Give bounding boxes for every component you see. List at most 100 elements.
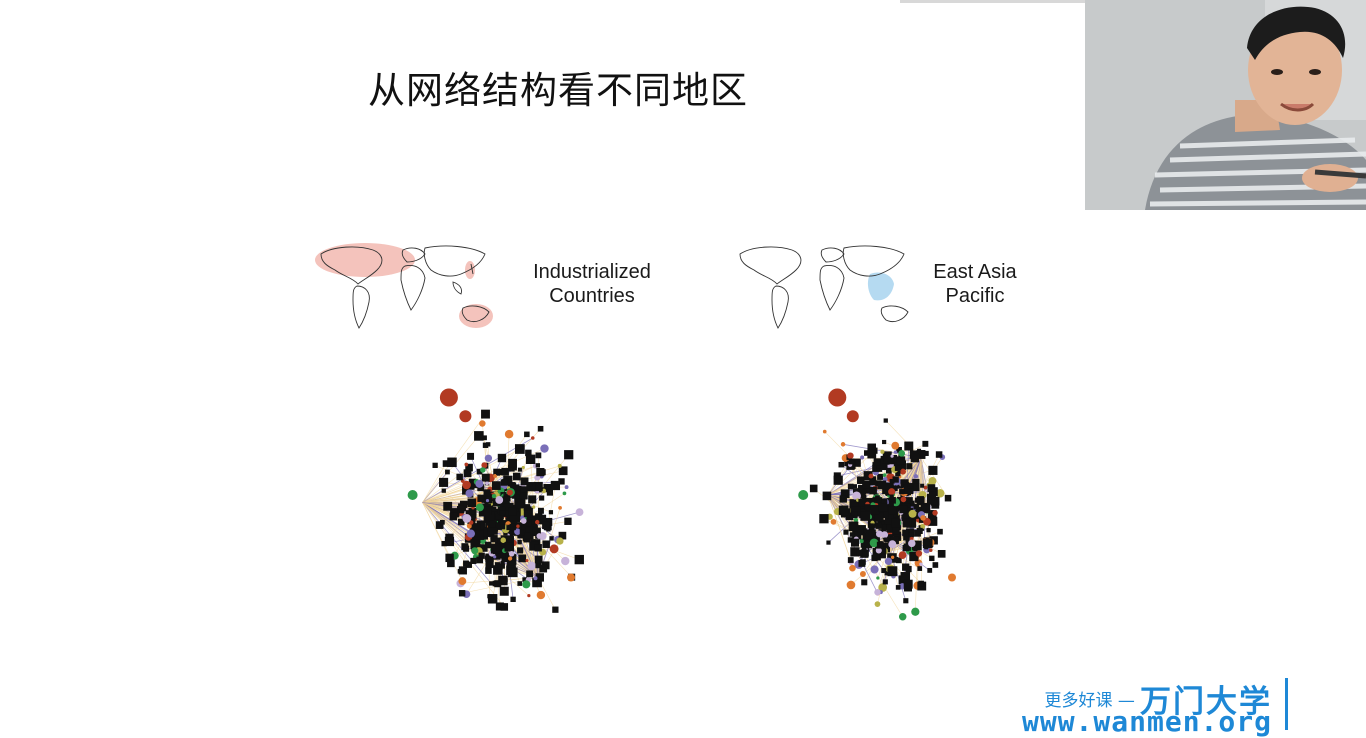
network-node-square: [442, 489, 446, 493]
network-node-square: [501, 479, 507, 485]
network-node-square: [903, 519, 911, 527]
network-hub-node: [847, 410, 859, 422]
network-node-square: [896, 585, 901, 590]
network-node-square: [851, 539, 859, 547]
network-hub-node: [440, 389, 458, 407]
network-node-square: [834, 476, 843, 485]
network-node-circle: [561, 557, 569, 565]
network-node-circle: [525, 559, 528, 562]
network-node-circle: [509, 551, 515, 557]
network-node-square: [500, 603, 508, 611]
network-node-square: [528, 495, 536, 503]
network-node-square: [500, 587, 509, 596]
network-node-square: [839, 506, 849, 516]
network-node-square: [858, 499, 865, 506]
network-node-square: [857, 550, 863, 556]
network-node-square: [860, 511, 870, 521]
network-node-square: [862, 481, 870, 489]
network-node-square: [564, 518, 571, 525]
network-node-square: [526, 455, 535, 464]
network-node-circle: [875, 601, 881, 607]
network-node-circle: [467, 529, 475, 537]
network-node-circle: [493, 555, 496, 558]
network-node-square: [906, 463, 912, 469]
network-node-circle: [860, 539, 864, 543]
network-node-square: [538, 508, 544, 514]
network-node-square: [528, 482, 533, 487]
network-node-square: [517, 581, 522, 586]
network-node-square: [547, 489, 553, 495]
network-node-square: [485, 567, 492, 574]
network-node-square: [542, 540, 550, 548]
network-node-square: [515, 444, 525, 454]
network-node-square: [858, 529, 864, 535]
network-node-circle: [870, 565, 878, 573]
network-node-square: [927, 568, 932, 573]
network-node-circle: [558, 464, 562, 468]
network-node-square: [810, 485, 818, 493]
network-node-square: [539, 495, 544, 500]
network-node-square: [552, 607, 558, 613]
network-node-square: [918, 581, 924, 587]
network-node-square: [877, 481, 886, 490]
network-node-square: [450, 513, 458, 521]
network-node-square: [843, 530, 848, 535]
network-node-square: [865, 504, 871, 510]
network-node-square: [933, 520, 938, 525]
network-node-square: [908, 483, 913, 488]
network-node-circle: [883, 473, 887, 477]
network-node-circle: [462, 514, 471, 523]
network-node-square: [501, 561, 505, 565]
network-node-circle: [831, 519, 837, 525]
network-node-square: [518, 468, 522, 472]
network-node-circle: [908, 540, 915, 547]
network-node-square: [850, 532, 854, 536]
network-node-circle: [563, 492, 567, 496]
network-node-square: [890, 494, 894, 498]
network-nodes: [798, 389, 956, 621]
network-node-square: [891, 518, 900, 527]
network-node-circle: [890, 455, 893, 458]
network-node-square: [464, 469, 472, 477]
network-node-square: [536, 452, 542, 458]
network-node-circle: [891, 556, 894, 559]
network-node-square: [922, 441, 928, 447]
network-node-square: [524, 504, 530, 510]
network-node-circle: [485, 481, 489, 485]
network-node-square: [508, 459, 517, 468]
network-node-square: [887, 566, 897, 576]
network-node-square: [445, 534, 453, 542]
network-node-square: [819, 514, 828, 523]
network-node-square: [882, 440, 886, 444]
network-node-square: [535, 556, 543, 564]
network-node-square: [525, 532, 531, 538]
network-node-square: [564, 450, 573, 459]
network-node-square: [498, 564, 503, 569]
network-node-square: [826, 540, 830, 544]
network-node-square: [517, 540, 521, 544]
webcam-video-overlay: [1085, 0, 1366, 210]
network-node-square: [848, 484, 854, 490]
network-node-circle: [536, 533, 542, 539]
network-node-square: [485, 542, 491, 548]
network-node-square: [839, 462, 845, 468]
network-node-circle: [932, 510, 937, 515]
network-node-circle: [860, 455, 864, 459]
network-hub-node: [408, 490, 418, 500]
network-node-square: [849, 459, 855, 465]
network-node-circle: [458, 577, 466, 585]
network-node-circle: [823, 430, 827, 434]
network-node-square: [445, 470, 450, 475]
network-node-circle: [540, 444, 548, 452]
network-node-square: [904, 580, 913, 589]
network-node-circle: [885, 558, 892, 565]
world-map-east-asia: [732, 240, 922, 335]
network-node-square: [485, 560, 493, 568]
network-node-circle: [849, 565, 856, 572]
network-node-circle: [537, 591, 545, 599]
network-node-circle: [874, 589, 880, 595]
network-node-square: [447, 458, 456, 467]
network-node-circle: [480, 467, 486, 473]
network-node-circle: [485, 455, 492, 462]
network-node-circle: [899, 613, 906, 620]
